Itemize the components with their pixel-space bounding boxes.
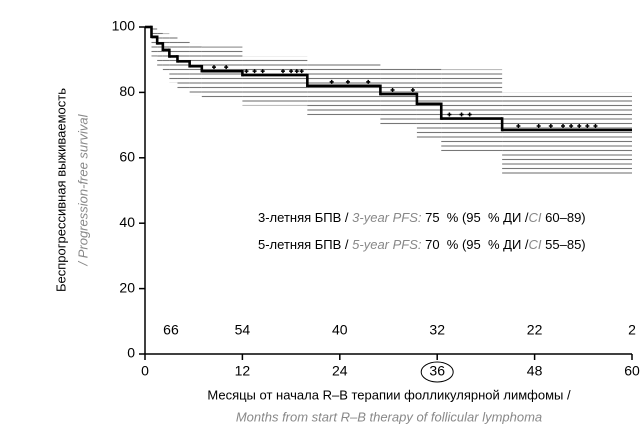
x-tick-label: 0 (141, 363, 149, 379)
ci-band (169, 36, 178, 83)
y-label-en: / Progression-free survival (75, 113, 90, 266)
annotation-part: 60–89) (542, 210, 586, 225)
x-tick-label: 12 (235, 363, 251, 379)
annotation: 3-летняя БПВ / 3-year PFS: 75 % (95 % ДИ… (258, 210, 586, 225)
x-tick-label: 36 (429, 363, 445, 379)
censor-mark (224, 65, 229, 70)
censor-mark (459, 112, 464, 117)
annotation-part: 3-летняя БПВ / (258, 210, 352, 225)
ci-band (502, 92, 632, 175)
x-tick-label: 48 (527, 363, 543, 379)
ci-band (189, 43, 202, 96)
at-risk-label: 40 (332, 322, 348, 338)
annotation-part: 70 % (95 % ДИ / (422, 237, 529, 252)
y-tick-label: 100 (112, 18, 136, 34)
censor-mark (252, 69, 257, 74)
censor-mark (447, 112, 452, 117)
at-risk-label: 32 (429, 322, 445, 338)
censor-mark (585, 124, 590, 129)
censor-mark (593, 124, 598, 129)
censor-mark (577, 124, 582, 129)
ci-band (242, 56, 308, 106)
ci-band (416, 66, 442, 139)
censor-mark (410, 88, 415, 93)
at-risk-label: 2 (628, 322, 636, 338)
y-label: Беспрогрессивная выживаемость (53, 88, 68, 292)
censor-mark (390, 88, 395, 93)
y-tick-label: 20 (119, 279, 135, 295)
censor-mark (548, 124, 553, 129)
ci-band (151, 27, 158, 57)
annotation: 5-летняя БПВ / 5-year PFS: 70 % (95 % ДИ… (258, 237, 586, 252)
censor-mark (329, 79, 334, 84)
censor-mark (536, 124, 541, 129)
x-tick-label: 60 (624, 363, 640, 379)
at-risk-label: 22 (527, 322, 543, 338)
y-tick-label: 60 (119, 149, 135, 165)
censor-mark (260, 69, 265, 74)
y-tick-label: 80 (119, 83, 135, 99)
censor-mark (345, 79, 350, 84)
ci-band (380, 66, 417, 126)
y-tick-label: 40 (119, 214, 135, 230)
annotation-part: 5-year PFS: (352, 237, 422, 252)
censor-mark (294, 69, 299, 74)
censor-mark (366, 79, 371, 84)
censor-mark (244, 69, 249, 74)
annotation-part: 3-year PFS: (352, 210, 422, 225)
ci-band (201, 46, 243, 99)
at-risk-label: 66 (163, 322, 179, 338)
ci-band (441, 69, 503, 152)
censor-mark (211, 65, 216, 70)
annotation-part: CI (529, 210, 542, 225)
ci-band (177, 40, 190, 90)
censor-mark (569, 124, 574, 129)
ci-band (157, 30, 163, 67)
censor-mark (516, 124, 521, 129)
ci-band (307, 62, 381, 116)
x-label: Месяцы от начала R–B терапии фолликулярн… (207, 387, 571, 402)
ci-band (162, 33, 170, 73)
censor-mark (561, 124, 566, 129)
y-tick-label: 0 (127, 345, 135, 361)
annotation-part: CI (529, 237, 542, 252)
censor-mark (299, 69, 304, 74)
censor-mark (467, 112, 472, 117)
x-tick-label: 24 (332, 363, 348, 379)
tick-highlight (420, 361, 454, 383)
censor-mark (289, 69, 294, 74)
annotation-part: 55–85) (542, 237, 586, 252)
x-label-en: Months from start R–B therapy of follicu… (236, 409, 542, 424)
censor-mark (280, 69, 285, 74)
annotation-part: 5-летняя БПВ / (258, 237, 352, 252)
annotation-part: 75 % (95 % ДИ / (422, 210, 529, 225)
at-risk-label: 54 (235, 322, 251, 338)
